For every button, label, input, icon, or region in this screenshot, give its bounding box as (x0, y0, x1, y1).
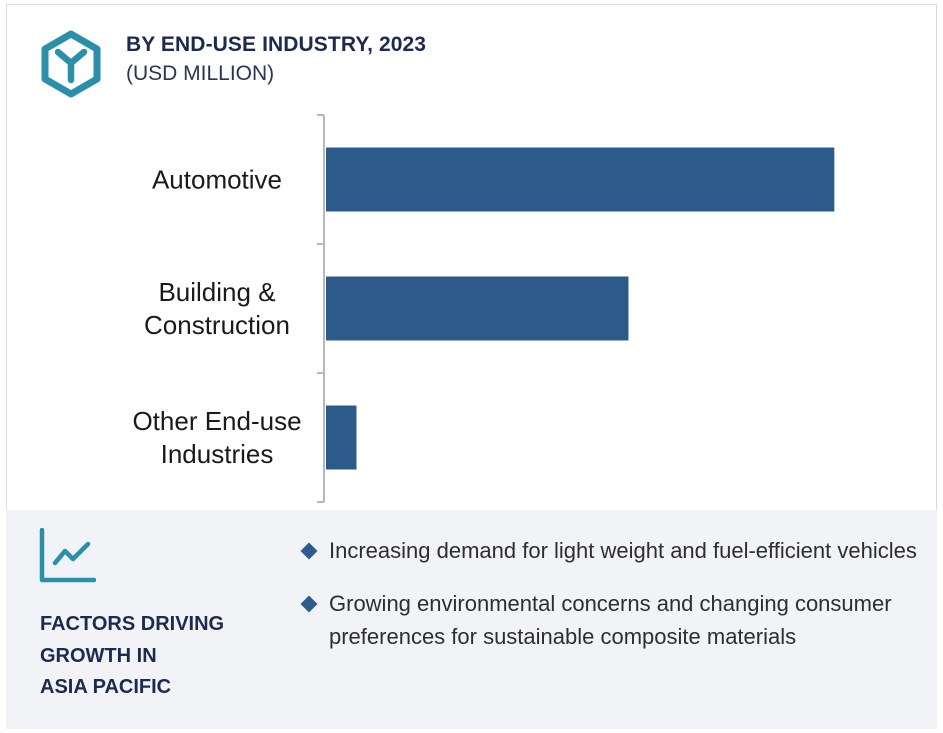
factor-text: Increasing demand for light weight and f… (329, 538, 917, 563)
factors-list: Increasing demand for light weight and f… (300, 534, 930, 653)
factors-title-line: GROWTH IN (40, 644, 157, 667)
hexagon-y-logo-icon (41, 30, 101, 98)
chart-title: BY END-USE INDUSTRY, 2023 (126, 33, 427, 56)
category-label: Automotive (152, 165, 282, 195)
category-label: Industries (161, 439, 274, 469)
factors-title-line: ASIA PACIFIC (40, 676, 172, 698)
factor-text: Growing environmental concerns and chang… (329, 591, 892, 649)
factors-title-line: FACTORS DRIVING (40, 613, 225, 635)
category-label: Building & (158, 277, 275, 307)
factor-item: Increasing demand for light weight and f… (300, 534, 930, 567)
factor-item: Growing environmental concerns and chang… (300, 587, 930, 653)
bar (326, 405, 357, 470)
category-label: Other End-use (132, 406, 301, 436)
factors-title: FACTORS DRIVING GROWTH IN ASIA PACIFIC (40, 609, 270, 704)
bar (326, 147, 835, 212)
trend-line-chart-icon (39, 528, 96, 583)
bar (326, 276, 629, 341)
chart-subtitle: (USD MILLION) (126, 62, 275, 85)
category-label: Construction (144, 310, 290, 340)
diamond-bullet-icon (300, 595, 318, 613)
diamond-bullet-icon (300, 542, 318, 560)
factors-panel (6, 510, 937, 729)
bar-chart: Automotive Building &Construction Other En… (132, 114, 835, 503)
